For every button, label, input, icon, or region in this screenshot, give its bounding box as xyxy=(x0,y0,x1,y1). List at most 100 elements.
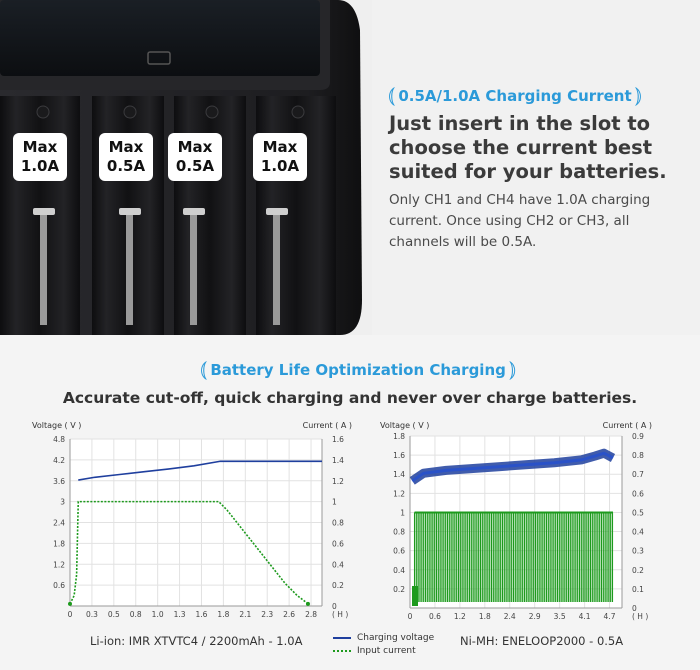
y-left-tick-label: 1.6 xyxy=(393,451,405,460)
y-left-tick-label: 0.6 xyxy=(393,547,405,556)
x-tick-label: 2.1 xyxy=(239,610,251,619)
charging-current-heading: Just insert in the slot to choose the cu… xyxy=(389,112,667,183)
x-tick-label: 4.7 xyxy=(604,612,616,621)
x-tick-label: 2.3 xyxy=(261,610,273,619)
x-tick-label: 1.0 xyxy=(152,610,164,619)
badge-value: 1.0A xyxy=(20,157,60,175)
badge-label: Max xyxy=(108,138,144,156)
y-left-tick-label: 4.8 xyxy=(53,435,65,444)
x-tick-label: 2.6 xyxy=(283,610,295,619)
x-tick-label: 0.8 xyxy=(130,610,142,619)
x-tick-label: 0.6 xyxy=(429,612,441,621)
badge-value: 1.0A xyxy=(260,157,300,175)
x-tick-label: 1.8 xyxy=(479,612,491,621)
charging-current-description: Only CH1 and CH4 have 1.0A charging curr… xyxy=(389,192,651,250)
slot-1-current-badge: Max 1.0A xyxy=(13,133,67,181)
voltage-series-line xyxy=(78,460,322,481)
x-tick-label: 0.5 xyxy=(108,610,120,619)
right-bracket-icon: ⦆ xyxy=(508,357,517,382)
optimization-charging-title: ⦅ Battery Life Optimization Charging ⦆ xyxy=(200,357,516,382)
ni-mh-charging-chart: 0 0.6 1.2 1.8 2.4 2.9 3.5 4.1 4.7 ( H ) 0.2 0.4 0.6 0… xyxy=(380,421,652,621)
badge-label: Max xyxy=(177,138,213,156)
battery-slot-1 xyxy=(0,96,80,335)
y-left-tick-label: 4.2 xyxy=(53,456,65,465)
battery-slot-4 xyxy=(256,96,336,335)
left-bracket-icon: ⦅ xyxy=(200,357,208,382)
y-right-tick-label: 0.5 xyxy=(632,508,644,517)
y-right-tick-label: 1.6 xyxy=(332,435,344,444)
voltage-series-line xyxy=(411,451,614,483)
x-tick-label: 2.4 xyxy=(504,612,516,621)
y-right-tick-label: 0.6 xyxy=(632,489,644,498)
x-tick-label: 2.8 xyxy=(305,610,317,619)
y-right-tick-label: 0.3 xyxy=(632,547,644,556)
y-right-tick-label: 0.4 xyxy=(332,560,344,569)
chart-legend: Charging voltage Input current xyxy=(333,631,434,657)
y-right-tick-label: 0.8 xyxy=(332,519,344,528)
current-series-line xyxy=(69,500,309,605)
y-left-tick-label: 1.8 xyxy=(53,539,65,548)
slot-3-current-badge: Max 0.5A xyxy=(168,133,222,181)
li-ion-chart-caption: Li-ion: IMR XTVTC4 / 2200mAh - 1.0A xyxy=(90,634,303,648)
x-tick-label: 0 xyxy=(408,612,413,621)
right-bracket-icon: ⦆ xyxy=(634,83,642,108)
y-right-tick-label: 0 xyxy=(332,602,337,611)
legend-label: Input current xyxy=(357,645,416,656)
x-tick-label: 0 xyxy=(68,610,73,619)
li-ion-charging-chart: 0 0.3 0.5 0.8 1.0 1.3 1.6 1.8 2.1 2.3 2.6 2.8( H )0… xyxy=(32,421,352,619)
x-tick-label: 0.3 xyxy=(86,610,98,619)
optimization-charging-heading: Accurate cut-off, quick charging and nev… xyxy=(62,389,638,407)
y-left-tick-label: 2.4 xyxy=(53,519,65,528)
x-axis-unit: ( H ) xyxy=(332,610,348,619)
y-left-tick-label: 3.6 xyxy=(53,477,65,486)
slot-4-current-badge: Max 1.0A xyxy=(253,133,307,181)
x-axis-unit: ( H ) xyxy=(632,612,648,621)
y-left-tick-label: 0.4 xyxy=(393,566,405,575)
y-right-tick-label: 1 xyxy=(332,498,337,507)
badge-value: 0.5A xyxy=(175,157,215,175)
badge-label: Max xyxy=(22,138,58,156)
y-right-tick-label: 0.6 xyxy=(332,539,344,548)
y-right-axis-label: Current ( A ) xyxy=(603,421,652,430)
voltage-swatch-icon xyxy=(333,636,351,639)
section-title-text: Battery Life Optimization Charging xyxy=(210,360,506,379)
optimization-charging-section: ⦅ Battery Life Optimization Charging ⦆ A… xyxy=(0,335,700,670)
y-right-tick-label: 0.9 xyxy=(632,432,644,441)
section-title-text: 0.5A/1.0A Charging Current xyxy=(398,86,632,105)
y-right-axis-label: Current ( A ) xyxy=(303,421,352,430)
y-left-tick-label: 0.8 xyxy=(393,528,405,537)
x-tick-label: 3.5 xyxy=(554,612,566,621)
x-tick-label: 1.6 xyxy=(196,610,208,619)
y-right-tick-label: 0.2 xyxy=(332,581,344,590)
badge-value: 0.5A xyxy=(106,157,146,175)
legend-item-current: Input current xyxy=(333,644,434,657)
y-left-tick-label: 1.2 xyxy=(393,489,405,498)
left-bracket-icon: ⦅ xyxy=(388,83,396,108)
y-right-tick-label: 1.2 xyxy=(332,477,344,486)
y-right-tick-label: 1.4 xyxy=(332,456,344,465)
battery-slot-3 xyxy=(174,96,246,335)
y-right-tick-label: 0.2 xyxy=(632,566,644,575)
current-swatch-icon xyxy=(333,649,351,652)
y-left-tick-label: 3 xyxy=(60,498,65,507)
badge-label: Max xyxy=(262,138,298,156)
current-point xyxy=(305,601,310,606)
legend-item-voltage: Charging voltage xyxy=(333,631,434,644)
x-tick-label: 4.1 xyxy=(579,612,591,621)
x-tick-label: 1.2 xyxy=(454,612,466,621)
y-right-tick-label: 0.4 xyxy=(632,528,644,537)
battery-slot-2 xyxy=(92,96,164,335)
y-left-tick-label: 1 xyxy=(400,508,405,517)
charging-current-title: ⦅ 0.5A/1.0A Charging Current ⦆ xyxy=(388,83,642,108)
ni-mh-chart-caption: Ni-MH: ENELOOP2000 - 0.5A xyxy=(460,634,624,648)
y-left-tick-label: 1.4 xyxy=(393,470,405,479)
y-right-tick-label: 0.8 xyxy=(632,451,644,460)
x-tick-label: 1.8 xyxy=(217,610,229,619)
y-right-tick-label: 0 xyxy=(632,604,637,613)
legend-label: Charging voltage xyxy=(357,632,435,643)
y-right-tick-label: 0.7 xyxy=(632,470,644,479)
charging-current-section: Max 1.0A Max 0.5A Max 0.5A Max 1.0A ⦅ 0.… xyxy=(0,0,667,335)
x-tick-label: 1.3 xyxy=(174,610,186,619)
slot-2-current-badge: Max 0.5A xyxy=(99,133,153,181)
y-right-tick-label: 0.1 xyxy=(632,585,644,594)
